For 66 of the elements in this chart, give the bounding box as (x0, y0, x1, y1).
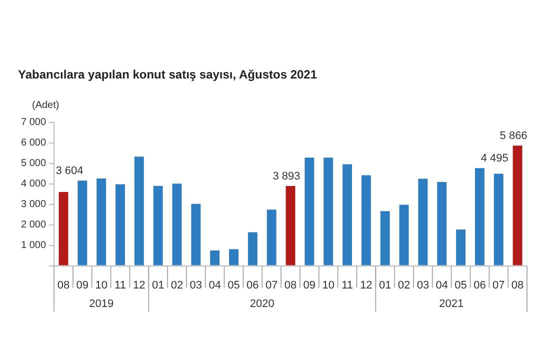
y-tick-label: 4 000 (20, 178, 46, 190)
bar (153, 186, 163, 266)
x-tick-label: 06 (474, 279, 486, 292)
bar (96, 178, 106, 266)
bar (286, 186, 296, 266)
x-tick-label: 01 (152, 279, 164, 292)
bar (172, 184, 182, 266)
x-tick-label: 01 (378, 279, 392, 292)
x-tick-label: 12 (133, 279, 146, 292)
chart-title: Yabancılara yapılan konut satış sayısı, Ağustos 2021 (18, 68, 318, 82)
x-tick-label: 08 (284, 279, 297, 292)
y-tick-label: 5 000 (20, 158, 46, 170)
x-tick-label: 04 (208, 279, 221, 292)
bar (78, 180, 88, 266)
bar (58, 192, 68, 266)
bar (494, 174, 504, 266)
x-tick-label: 07 (492, 279, 505, 292)
x-tick-label: 12 (360, 279, 372, 292)
x-tick-label: 11 (114, 279, 126, 292)
bar (399, 204, 409, 266)
y-tick-label: 7 000 (20, 117, 46, 128)
bar (191, 204, 201, 266)
bar (342, 164, 352, 266)
x-tick-label: 06 (246, 279, 259, 292)
text: 2020 (250, 298, 274, 310)
x-tick-label: 09 (303, 279, 316, 292)
x-tick-label: 08 (511, 279, 524, 292)
bar (266, 210, 276, 266)
y-tick-label: 3 000 (20, 199, 46, 210)
y-tick-label: 2 000 (20, 220, 46, 231)
x-tick-label: 05 (228, 279, 240, 292)
data-label: 3 893 (272, 170, 300, 183)
bar (456, 230, 466, 266)
bar (210, 250, 220, 266)
x-tick-label: 02 (170, 279, 184, 292)
data-label: 4 495 (480, 152, 508, 165)
x-tick-label: 02 (398, 279, 410, 292)
x-tick-label: 03 (190, 279, 202, 292)
bar (116, 184, 125, 266)
x-tick-label: 05 (454, 279, 467, 292)
bar (512, 146, 522, 266)
data-label: 5 866 (500, 130, 528, 142)
bar (418, 178, 428, 266)
bar (304, 158, 314, 266)
bar (324, 158, 334, 266)
x-tick-label: 03 (416, 279, 430, 292)
y-tick-label: 6 000 (20, 138, 46, 149)
text: 2021 (439, 298, 464, 310)
x-tick-label: 10 (322, 279, 334, 292)
y-tick-label: 1 000 (20, 240, 46, 252)
x-tick-label: 10 (95, 279, 108, 292)
text: 2019 (89, 298, 114, 310)
x-tick-label: 07 (265, 279, 278, 292)
x-tick-label: 04 (436, 279, 448, 292)
data-label: 3 604 (56, 165, 84, 178)
x-tick-label: 08 (57, 279, 70, 292)
bar (361, 175, 371, 266)
x-tick-label: 11 (342, 279, 353, 292)
bar (474, 168, 484, 266)
x-tick-label: 09 (76, 279, 89, 292)
bar (248, 232, 258, 266)
bar (229, 249, 238, 266)
y-axis-title: (Adet) (32, 100, 60, 112)
bar (380, 211, 390, 266)
bar (437, 182, 447, 266)
bar (134, 156, 144, 266)
